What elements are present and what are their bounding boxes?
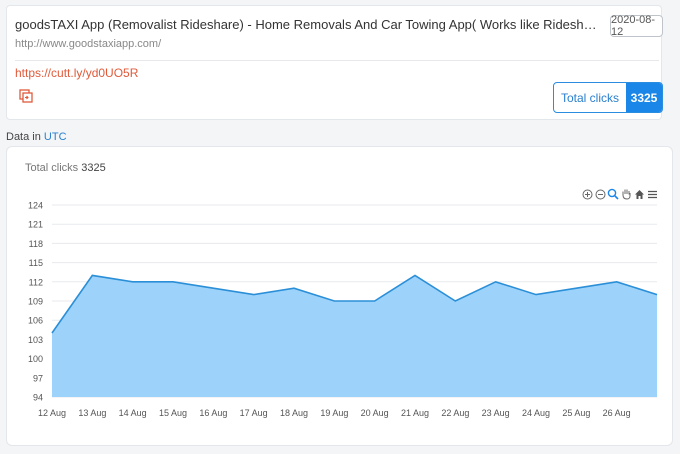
timezone-link[interactable]: UTC xyxy=(43,131,67,143)
date-badge: 2020-08-12 xyxy=(610,14,663,38)
timezone-prefix: Data in xyxy=(6,131,41,143)
link-title[interactable]: goodsTAXI App (Removalist Rideshare) - H… xyxy=(15,17,603,32)
x-tick-label: 22 Aug xyxy=(441,408,469,418)
pan-hand-icon[interactable] xyxy=(620,188,632,200)
selection-zoom-icon[interactable] xyxy=(607,188,619,200)
x-tick-label: 16 Aug xyxy=(199,408,227,418)
x-tick-label: 25 Aug xyxy=(562,408,590,418)
chart-header-value: 3325 xyxy=(81,162,106,174)
x-tick-label: 23 Aug xyxy=(482,408,510,418)
x-tick-label: 12 Aug xyxy=(38,408,66,418)
chart-toolbar xyxy=(581,188,658,200)
total-clicks-value: 3325 xyxy=(626,83,662,112)
menu-icon[interactable] xyxy=(646,188,658,200)
x-tick-label: 15 Aug xyxy=(159,408,187,418)
series-area xyxy=(52,275,657,397)
y-tick-label: 124 xyxy=(28,201,43,211)
y-tick-label: 118 xyxy=(29,239,43,249)
y-tick-label: 121 xyxy=(28,220,43,230)
total-clicks-box: Total clicks 3325 xyxy=(553,82,663,113)
chart-card: Total clicks 3325 94 97 100 103 106 109 112 115… xyxy=(6,146,673,446)
copy-button[interactable] xyxy=(17,87,35,105)
timezone-note: Data in UTC xyxy=(6,131,67,143)
y-tick-label: 115 xyxy=(29,258,43,268)
series-line xyxy=(51,274,658,334)
x-tick-label: 17 Aug xyxy=(240,408,268,418)
y-tick-label: 97 xyxy=(33,373,43,383)
x-tick-label: 26 Aug xyxy=(603,408,631,418)
x-tick-label: 20 Aug xyxy=(361,408,389,418)
x-tick-label: 24 Aug xyxy=(522,408,550,418)
zoom-out-icon[interactable] xyxy=(594,188,606,200)
divider xyxy=(15,60,659,61)
y-tick-label: 106 xyxy=(28,316,43,326)
x-tick-label: 19 Aug xyxy=(320,408,348,418)
y-tick-label: 94 xyxy=(33,393,43,403)
link-card: goodsTAXI App (Removalist Rideshare) - H… xyxy=(6,5,663,120)
copy-icon xyxy=(19,89,33,103)
x-tick-label: 13 Aug xyxy=(78,408,106,418)
link-url[interactable]: http://www.goodstaxiapp.com/ xyxy=(15,38,162,50)
total-clicks-label: Total clicks xyxy=(560,90,619,105)
y-tick-label: 100 xyxy=(28,354,43,364)
y-tick-label: 103 xyxy=(28,335,43,345)
x-tick-label: 14 Aug xyxy=(119,408,147,418)
area-chart: 94 97 100 103 106 109 112 115 118 121 124 12 Aug 13 … xyxy=(28,201,658,418)
x-tick-label: 21 Aug xyxy=(401,408,429,418)
home-reset-icon[interactable] xyxy=(633,188,645,200)
y-tick-label: 112 xyxy=(29,277,43,287)
chart-header: Total clicks 3325 xyxy=(25,162,106,174)
chart-header-label: Total clicks xyxy=(25,162,79,174)
zoom-in-icon[interactable] xyxy=(581,188,593,200)
y-tick-label: 109 xyxy=(28,297,43,307)
short-link[interactable]: https://cutt.ly/yd0UO5R xyxy=(15,66,139,80)
x-tick-label: 18 Aug xyxy=(280,408,308,418)
